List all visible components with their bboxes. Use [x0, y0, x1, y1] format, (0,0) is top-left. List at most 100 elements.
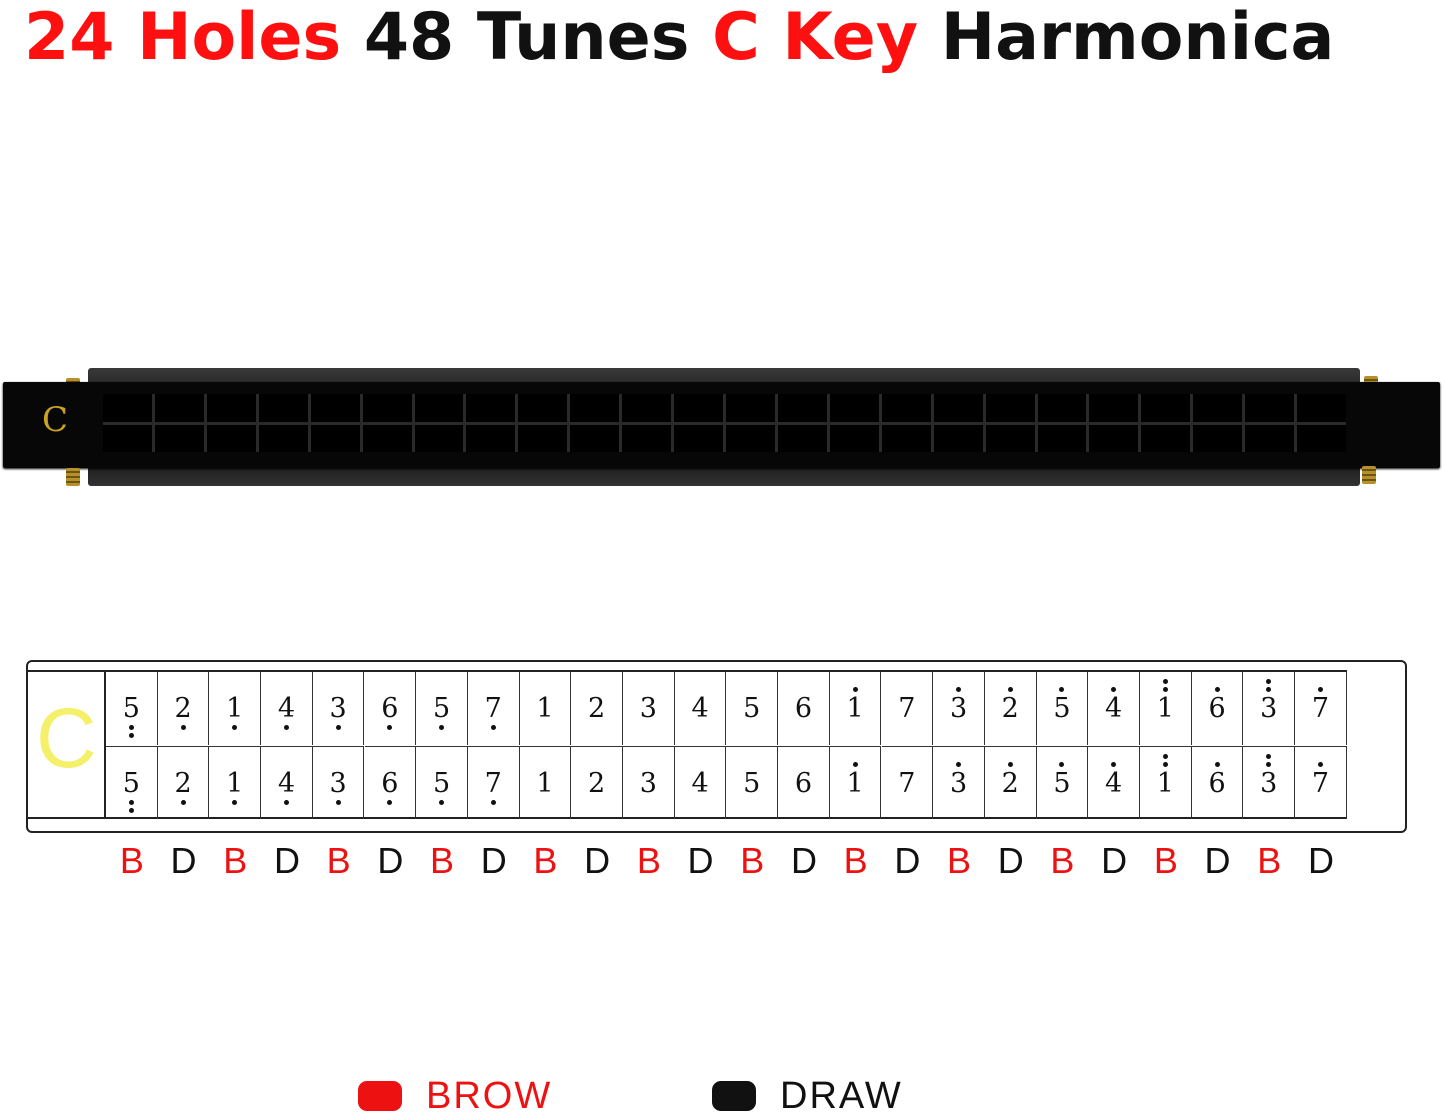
harmonica-hole — [1141, 394, 1191, 422]
harmonica-hole — [206, 394, 256, 422]
screw-icon — [1362, 466, 1376, 484]
harmonica-hole — [466, 424, 516, 452]
blow-note-cell: 3 — [623, 672, 675, 745]
blow-label: B — [1050, 840, 1075, 881]
octave-down-dot — [335, 799, 341, 805]
blow-note-cell: 6 — [1192, 672, 1244, 745]
harmonica-hole — [985, 394, 1035, 422]
harmonica-hole — [258, 394, 308, 422]
octave-up-dot — [1111, 761, 1117, 767]
octave-up-dot — [1266, 679, 1272, 684]
note-number: 6 — [381, 693, 399, 724]
blow-label: B — [740, 840, 765, 881]
harmonica-hole — [1297, 394, 1346, 422]
harmonica-key-label: C — [42, 400, 69, 440]
draw-note-cell: 2 — [984, 746, 1037, 819]
note-number: 2 — [174, 693, 192, 724]
harmonica-hole — [622, 424, 672, 452]
blow-note-cell: 1 — [1140, 672, 1192, 745]
note-number: 7 — [484, 767, 502, 799]
harmonica-hole — [1297, 424, 1346, 452]
screw-icon — [1364, 376, 1378, 386]
draw-note-cell: 6 — [778, 746, 830, 819]
harmonica-hole — [310, 424, 360, 452]
note-number: 1 — [226, 767, 244, 799]
octave-down-dot — [283, 725, 289, 730]
note-number: 3 — [639, 693, 657, 724]
harmonica-hole — [1193, 394, 1243, 422]
note-number: 6 — [794, 693, 813, 724]
title-segment: Harmonica — [940, 0, 1335, 75]
harmonica-hole — [933, 394, 983, 422]
draw-note-cell: 1 — [519, 746, 572, 819]
note-number: 5 — [1053, 767, 1071, 799]
draw-note-cell: 3 — [312, 746, 365, 819]
draw-note-cell: 1 — [1140, 746, 1192, 819]
blow-note-cell: 6 — [778, 672, 830, 745]
draw-note-cell: 4 — [674, 746, 727, 819]
note-number: 7 — [484, 693, 502, 724]
title-segment: 24 Holes — [24, 0, 364, 75]
draw-note-cell: 6 — [364, 746, 417, 819]
octave-up-dot — [956, 687, 962, 692]
legend-blow-label: BROW — [426, 1074, 553, 1117]
draw-note-cell: 7 — [881, 746, 934, 819]
draw-label: D — [997, 840, 1024, 881]
harmonica-hole — [1037, 424, 1087, 452]
harmonica-hole — [1037, 394, 1087, 422]
harmonica-hole — [414, 424, 464, 452]
octave-down-dot — [128, 807, 134, 813]
blow-note-cell: 5 — [106, 672, 158, 745]
blow-note-cell: 3 — [313, 672, 365, 745]
draw-label: D — [377, 840, 404, 881]
harmonica-hole — [985, 424, 1035, 452]
draw-label: D — [170, 840, 197, 881]
draw-note-cell: 7 — [1295, 746, 1347, 819]
draw-note-cell: 3 — [1243, 746, 1296, 819]
harmonica-hole — [1245, 424, 1295, 452]
draw-swatch — [712, 1081, 756, 1111]
draw-note-cell: 1 — [829, 746, 882, 819]
octave-down-dot — [180, 725, 186, 730]
draw-label: D — [790, 840, 817, 881]
harmonica-hole — [674, 394, 723, 422]
draw-note-cell: 4 — [1088, 746, 1140, 819]
blow-note-cell: 1 — [209, 672, 262, 745]
blow-note-cell: 7 — [882, 672, 934, 745]
note-number: 7 — [898, 693, 916, 724]
draw-note-cell: 1 — [209, 746, 262, 819]
note-number: 5 — [432, 767, 451, 799]
octave-down-dot — [439, 799, 445, 805]
note-number: 1 — [536, 693, 554, 724]
note-number: 3 — [949, 693, 968, 724]
harmonica-hole — [518, 394, 568, 422]
blow-note-cell: 7 — [468, 672, 520, 745]
harmonica-hole — [726, 424, 775, 452]
octave-up-dot — [1059, 761, 1065, 767]
note-number: 4 — [1105, 693, 1123, 724]
octave-up-dot — [1266, 761, 1272, 767]
octave-up-dot — [1111, 687, 1117, 692]
harmonica-hole — [1193, 424, 1243, 452]
note-number: 5 — [432, 693, 451, 724]
harmonica-hole — [1245, 394, 1295, 422]
harmonica-hole — [103, 424, 152, 452]
note-number: 6 — [1208, 767, 1226, 799]
draw-note-cell: 5 — [106, 746, 158, 819]
draw-note-cell: 2 — [157, 746, 210, 819]
blow-label: B — [223, 840, 248, 881]
octave-up-dot — [956, 761, 962, 767]
note-number: 3 — [1260, 693, 1278, 724]
harmonica-hole — [829, 424, 879, 452]
octave-up-dot — [1162, 687, 1168, 692]
octave-down-dot — [283, 799, 289, 805]
octave-up-dot — [1162, 753, 1168, 759]
note-number: 3 — [1260, 767, 1278, 799]
blow-swatch — [358, 1081, 402, 1111]
note-number: 2 — [1001, 693, 1019, 724]
note-number: 7 — [898, 767, 916, 799]
octave-down-dot — [232, 725, 238, 730]
note-number: 5 — [122, 693, 140, 724]
harmonica-hole — [154, 424, 204, 452]
harmonica-hole — [674, 424, 723, 452]
